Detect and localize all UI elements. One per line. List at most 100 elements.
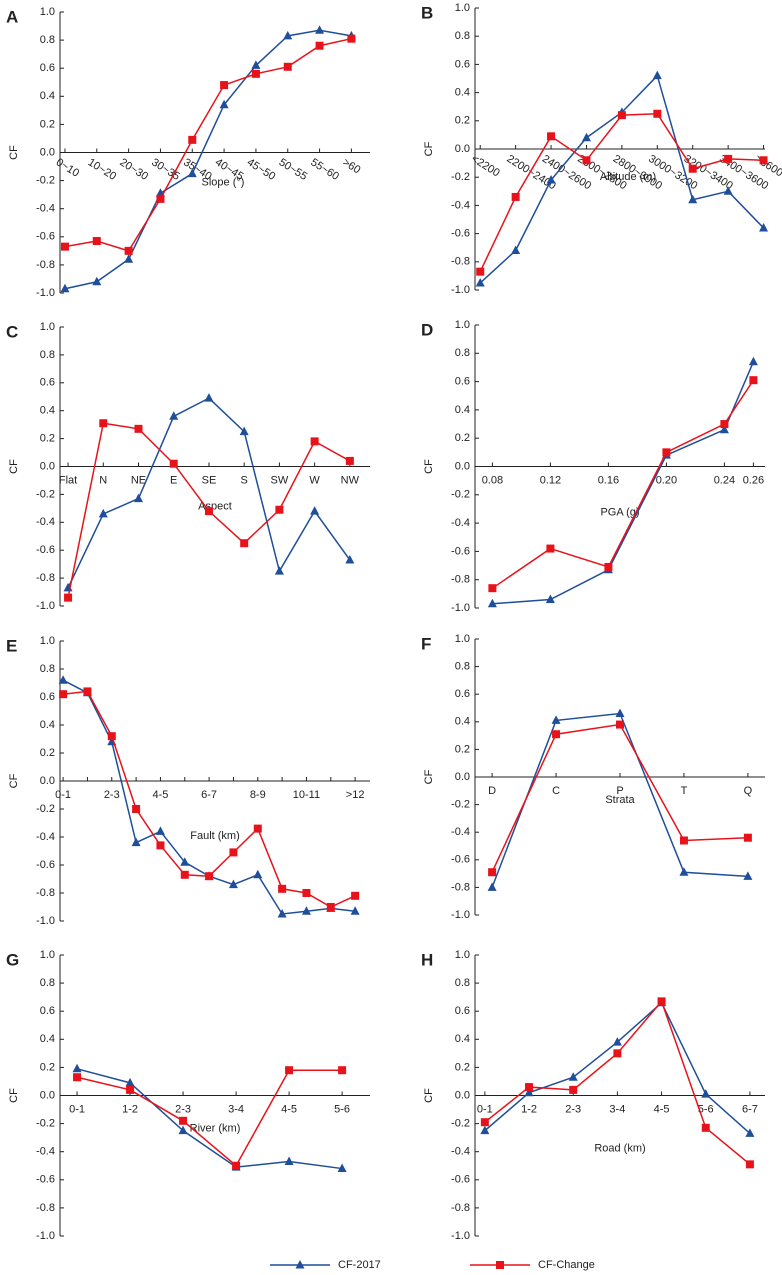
x-tick-label: 5-6	[334, 1103, 350, 1115]
data-point	[73, 1073, 82, 1082]
y-tick-label: -1.0	[36, 915, 55, 927]
data-point	[204, 507, 213, 516]
data-point	[232, 1161, 241, 1170]
data-point	[723, 186, 733, 195]
y-tick-label: -0.6	[36, 1174, 55, 1186]
data-point	[283, 30, 293, 40]
series-line	[64, 29, 352, 290]
y-tick-label: -0.2	[451, 1118, 470, 1130]
data-point	[219, 99, 229, 109]
panel-letter: A	[6, 7, 18, 26]
data-point	[228, 879, 238, 889]
x-tick-label: 0.24	[714, 474, 735, 486]
legend-marker	[496, 1261, 504, 1269]
data-point	[604, 562, 613, 571]
data-point	[315, 41, 324, 50]
x-tick-label: >12	[346, 789, 365, 801]
data-point	[285, 1066, 294, 1075]
x-tick-label: NW	[341, 474, 360, 486]
data-point	[107, 732, 116, 741]
series-line	[491, 379, 755, 589]
data-point	[229, 848, 238, 857]
y-tick-label: 0.6	[455, 58, 470, 70]
data-point	[552, 730, 561, 739]
y-axis-label: CF	[423, 769, 435, 784]
y-tick-label: 0.4	[455, 716, 470, 728]
x-tick-label: 4-5	[281, 1103, 297, 1115]
x-tick-label: 0.16	[598, 474, 619, 486]
series-line	[76, 1068, 343, 1170]
y-tick-label: 0.0	[455, 460, 470, 472]
x-tick-label: 1-2	[521, 1103, 537, 1115]
y-tick-label: -0.2	[36, 488, 55, 500]
x-tick-label: 55~60	[308, 156, 341, 183]
data-point	[60, 283, 70, 293]
y-tick-label: 0.8	[40, 977, 55, 989]
x-tick-label: 8-9	[250, 789, 266, 801]
data-point	[582, 156, 591, 165]
data-point	[156, 194, 165, 203]
y-tick-label: 0.4	[40, 1033, 55, 1045]
y-tick-label: 0.6	[40, 377, 55, 389]
x-tick-label: W	[309, 474, 320, 486]
x-tick-label: SE	[202, 474, 217, 486]
x-tick-label: NE	[131, 474, 146, 486]
x-tick-label: 0-1	[55, 789, 71, 801]
x-tick-label: E	[170, 474, 177, 486]
y-tick-label: -0.4	[36, 516, 55, 528]
y-tick-label: -0.2	[36, 803, 55, 815]
data-point	[253, 824, 262, 833]
data-point	[749, 376, 758, 385]
x-tick-label: 0.12	[540, 474, 561, 486]
data-point	[275, 505, 284, 514]
x-tick-label: 4-5	[152, 789, 168, 801]
y-tick-label: -0.4	[451, 199, 470, 211]
y-tick-label: 0.2	[455, 1061, 470, 1073]
y-tick-label: 0.8	[40, 349, 55, 361]
x-tick-label: 50~55	[277, 156, 310, 183]
data-point	[551, 715, 561, 724]
y-axis-label: CF	[423, 459, 435, 474]
y-tick-label: -1.0	[451, 284, 470, 296]
y-tick-label: -1.0	[36, 287, 55, 299]
data-point	[568, 1072, 578, 1081]
y-tick-label: 0.8	[40, 34, 55, 46]
x-axis-label: PGA (g)	[600, 506, 639, 518]
legend-label: CF-Change	[538, 1259, 595, 1271]
x-axis-label: Road (km)	[594, 1142, 645, 1154]
data-point	[679, 867, 689, 876]
y-tick-label: -0.6	[36, 231, 55, 243]
data-point	[511, 245, 521, 255]
y-tick-label: -0.8	[451, 256, 470, 268]
data-point	[351, 891, 360, 900]
x-tick-label: 2-3	[565, 1103, 581, 1115]
y-tick-label: 0.4	[455, 404, 470, 416]
x-tick-label: 5-6	[698, 1103, 714, 1115]
y-tick-label: 0.0	[455, 771, 470, 783]
x-tick-label: S	[241, 474, 248, 486]
y-tick-label: -0.2	[451, 171, 470, 183]
y-tick-label: 1.0	[40, 635, 55, 647]
data-point	[179, 1116, 188, 1125]
x-axis-label: Slope (°)	[202, 176, 245, 188]
data-point	[83, 687, 92, 696]
data-point	[345, 456, 354, 465]
data-point	[72, 1063, 82, 1073]
x-tick-label: 0.08	[482, 474, 503, 486]
data-point	[617, 111, 626, 120]
x-axis-label: Fault (km)	[190, 830, 240, 842]
data-point	[134, 493, 144, 503]
x-tick-label: 0.26	[743, 474, 764, 486]
data-point	[488, 584, 497, 593]
data-point	[126, 1085, 135, 1094]
y-tick-label: 0.2	[40, 747, 55, 759]
data-point	[745, 1160, 754, 1169]
data-point	[187, 168, 197, 178]
y-axis-label: CF	[8, 1088, 20, 1103]
y-tick-label: -0.6	[36, 544, 55, 556]
data-point	[301, 906, 311, 915]
y-tick-label: -0.4	[36, 203, 55, 215]
data-point	[220, 81, 229, 90]
x-tick-label: 6-7	[742, 1103, 758, 1115]
data-point	[251, 60, 261, 69]
